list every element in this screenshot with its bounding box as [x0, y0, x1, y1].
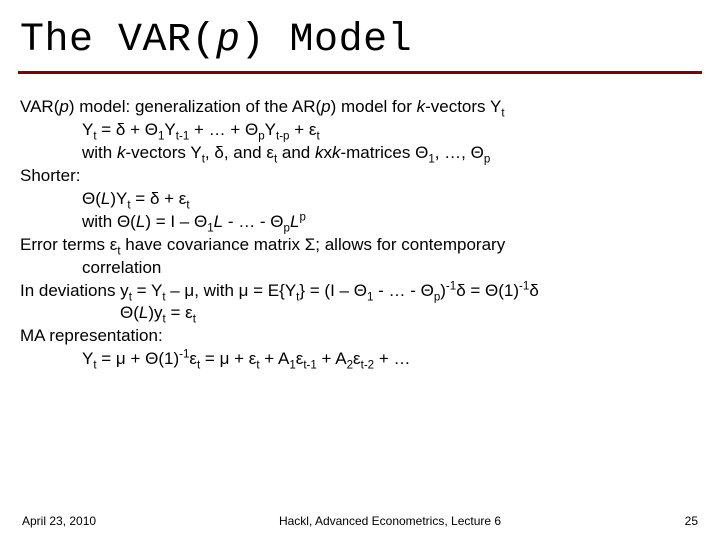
- t: + ε: [289, 120, 316, 139]
- sub: t-p: [276, 130, 289, 142]
- t: ε: [353, 349, 361, 368]
- t: Θ(: [120, 303, 139, 322]
- slide: The VAR(p) Model VAR(p) model: generaliz…: [0, 0, 720, 540]
- t: = μ + ε: [200, 349, 256, 368]
- t: -matrices Θ: [340, 143, 428, 162]
- sup: -1: [179, 349, 189, 361]
- t: = δ + ε: [131, 189, 187, 208]
- t: )y: [148, 303, 162, 322]
- footer-page: 25: [658, 514, 698, 528]
- line-5: Θ(L)Yt = δ + εt: [82, 188, 700, 211]
- line-8: In deviations yt = Yt – μ, with μ = E{Yt…: [20, 280, 700, 303]
- t: L: [214, 212, 223, 231]
- t: = Y: [132, 281, 162, 300]
- footer-date: April 23, 2010: [22, 514, 122, 528]
- t: -vectors Y: [125, 143, 201, 162]
- t: VAR(: [20, 97, 59, 116]
- t: ) model for: [331, 97, 417, 116]
- t: L: [101, 189, 110, 208]
- t: Y: [82, 349, 93, 368]
- t: In deviations y: [20, 281, 129, 300]
- sub: t-1: [303, 360, 316, 372]
- t: Y: [82, 120, 93, 139]
- slide-body: VAR(p) model: generalization of the AR(p…: [0, 74, 720, 371]
- line-9: Θ(L)yt = εt: [120, 302, 700, 325]
- t: ) = I – Θ: [145, 212, 207, 231]
- sub: t-1: [176, 130, 189, 142]
- t: k: [417, 97, 426, 116]
- title-var: p: [216, 18, 241, 63]
- t: p: [321, 97, 330, 116]
- line-1: VAR(p) model: generalization of the AR(p…: [20, 96, 700, 119]
- t: Error terms ε: [20, 235, 117, 254]
- line-2: Yt = δ + Θ1Yt-1 + … + ΘpYt-p + εt: [82, 119, 700, 142]
- slide-footer: April 23, 2010 Hackl, Advanced Econometr…: [0, 514, 720, 528]
- sub: t: [316, 130, 319, 142]
- t: have covariance matrix Σ; allows for con…: [121, 235, 506, 254]
- line-11: Yt = μ + Θ(1)-1εt = μ + εt + A1εt-1 + A2…: [82, 348, 700, 371]
- line-3: with k-vectors Yt, δ, and εt and kxk-mat…: [82, 142, 700, 165]
- t: + … + Θ: [189, 120, 258, 139]
- line-10: MA representation:: [20, 325, 700, 348]
- line-4: Shorter:: [20, 165, 700, 188]
- t: Y: [265, 120, 276, 139]
- t: with: [82, 143, 117, 162]
- t: with Θ(: [82, 212, 136, 231]
- t: } = (I – Θ: [299, 281, 367, 300]
- sup: p: [299, 211, 305, 223]
- sub: t: [186, 199, 189, 211]
- sup: -1: [446, 280, 456, 292]
- sub: t: [501, 107, 504, 119]
- sub: t: [193, 314, 196, 326]
- sub: t-2: [361, 360, 374, 372]
- t: p: [59, 97, 68, 116]
- t: + A: [260, 349, 290, 368]
- t: , δ, and ε: [205, 143, 274, 162]
- t: )Y: [110, 189, 127, 208]
- t: - … - Θ: [223, 212, 283, 231]
- t: , …, Θ: [435, 143, 484, 162]
- t: x: [323, 143, 332, 162]
- t: + …: [374, 349, 410, 368]
- t: and: [277, 143, 315, 162]
- t: ε: [189, 349, 197, 368]
- line-6: with Θ(L) = I – Θ1L - … - ΘpLp: [82, 211, 700, 234]
- t: + A: [317, 349, 347, 368]
- t: – μ, with μ = E{Y: [166, 281, 297, 300]
- footer-center: Hackl, Advanced Econometrics, Lecture 6: [122, 514, 658, 528]
- t: Θ(: [82, 189, 101, 208]
- t: δ: [529, 281, 538, 300]
- sup: -1: [519, 280, 529, 292]
- t: -vectors Y: [425, 97, 501, 116]
- t: L: [136, 212, 145, 231]
- t: = μ + Θ(1): [97, 349, 180, 368]
- t: ) model: generalization of the AR(: [69, 97, 321, 116]
- t: = δ + Θ: [97, 120, 158, 139]
- t: L: [139, 303, 148, 322]
- title-text-pre: The VAR(: [20, 18, 216, 63]
- line-7: Error terms εt have covariance matrix Σ;…: [20, 234, 700, 257]
- sub: p: [484, 153, 490, 165]
- t: δ = Θ(1): [456, 281, 519, 300]
- line-7b: correlation: [82, 257, 700, 280]
- t: = ε: [166, 303, 193, 322]
- t: Y: [164, 120, 175, 139]
- title-text-post: ) Model: [241, 18, 413, 63]
- t: - … - Θ: [373, 281, 433, 300]
- slide-title: The VAR(p) Model: [0, 0, 720, 71]
